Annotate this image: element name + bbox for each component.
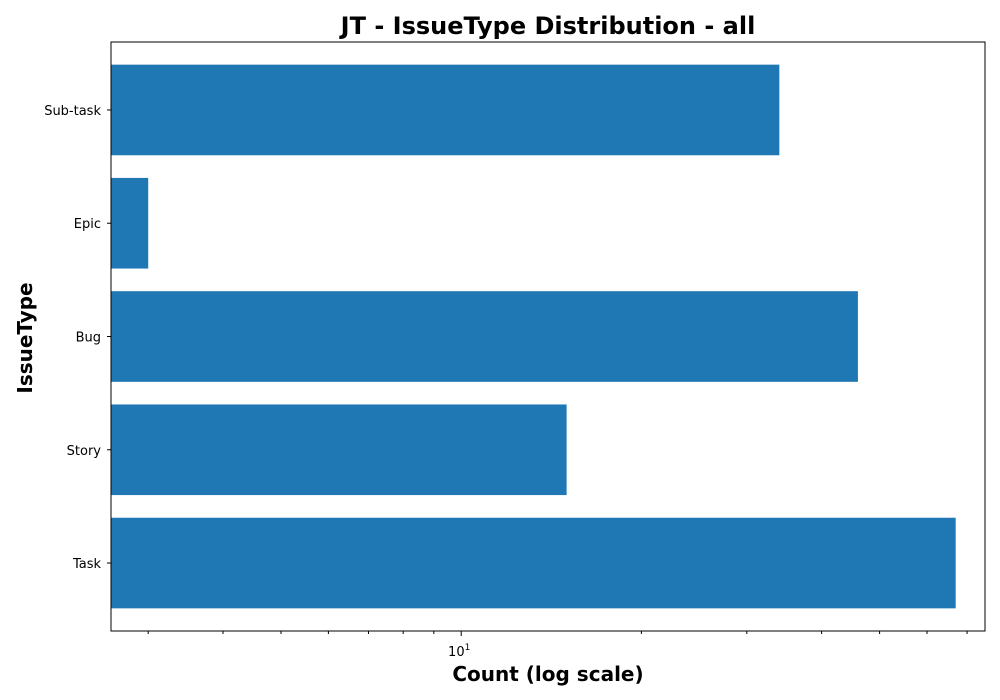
y-tick-label-sub-task: Sub-task	[44, 104, 101, 119]
y-tick-label-story: Story	[67, 444, 102, 459]
bar-story	[111, 404, 567, 496]
bars	[111, 64, 956, 609]
x-axis-label: Count (log scale)	[452, 662, 643, 686]
x-tick-exponent: 1	[465, 643, 471, 653]
x-tick-base: 10	[448, 645, 465, 660]
bar-epic	[111, 177, 149, 269]
chart-title: JT - IssueType Distribution - all	[339, 12, 756, 40]
y-ticks: Task Story Bug Epic Sub-task	[44, 104, 111, 572]
bar-task	[111, 517, 956, 609]
y-tick-label-task: Task	[72, 557, 102, 572]
bar-sub-task	[111, 64, 780, 156]
y-tick-label-epic: Epic	[74, 217, 101, 232]
x-ticks: 101	[147, 631, 968, 660]
y-axis-label: IssueType	[13, 282, 37, 393]
y-tick-label-bug: Bug	[76, 331, 101, 346]
bar-bug	[111, 291, 858, 382]
x-tick-label: 101	[448, 643, 470, 660]
